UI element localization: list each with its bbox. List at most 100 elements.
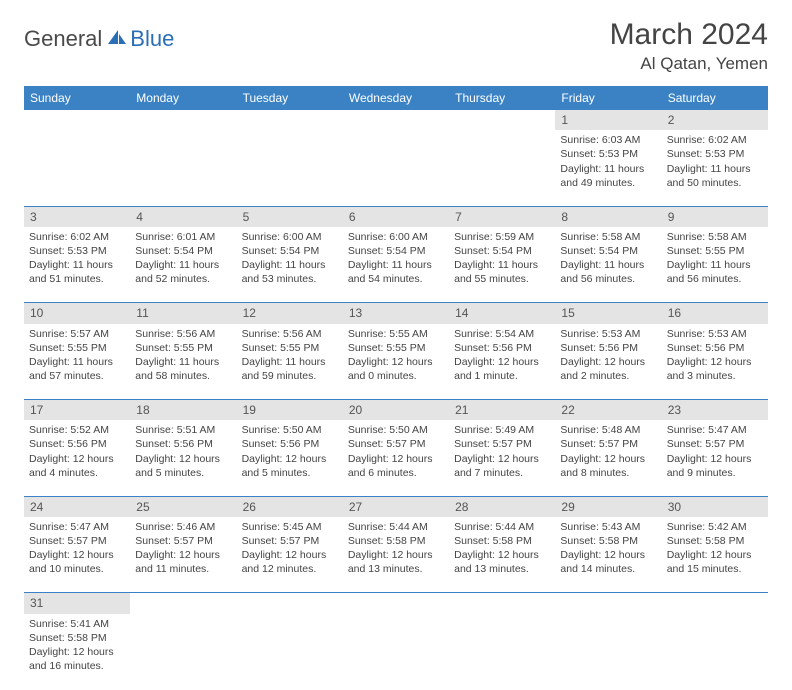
day-cell: Sunrise: 5:53 AMSunset: 5:56 PMDaylight:… [662, 324, 768, 400]
day-number: 18 [130, 400, 236, 421]
daynum-row: 3456789 [24, 206, 768, 227]
sunrise-text: Sunrise: 6:00 AM [242, 230, 338, 244]
daylight-text: Daylight: 11 hours and 55 minutes. [454, 258, 550, 286]
day-number: 6 [343, 206, 449, 227]
day-number: 9 [662, 206, 768, 227]
sunrise-text: Sunrise: 5:58 AM [560, 230, 656, 244]
sunrise-text: Sunrise: 5:51 AM [135, 423, 231, 437]
day-cell: Sunrise: 5:58 AMSunset: 5:55 PMDaylight:… [662, 227, 768, 303]
sunrise-text: Sunrise: 6:02 AM [667, 133, 763, 147]
day-number [662, 593, 768, 614]
day-number: 27 [343, 496, 449, 517]
day-cell [662, 614, 768, 690]
sunset-text: Sunset: 5:55 PM [348, 341, 444, 355]
day-number [555, 593, 661, 614]
sunset-text: Sunset: 5:54 PM [348, 244, 444, 258]
weekday-header: Thursday [449, 86, 555, 110]
day-cell [237, 130, 343, 206]
day-cell: Sunrise: 5:42 AMSunset: 5:58 PMDaylight:… [662, 517, 768, 593]
sunrise-text: Sunrise: 5:50 AM [348, 423, 444, 437]
day-cell: Sunrise: 5:52 AMSunset: 5:56 PMDaylight:… [24, 420, 130, 496]
daylight-text: Daylight: 12 hours and 2 minutes. [560, 355, 656, 383]
day-cell: Sunrise: 5:50 AMSunset: 5:56 PMDaylight:… [237, 420, 343, 496]
day-number [449, 593, 555, 614]
daylight-text: Daylight: 12 hours and 11 minutes. [135, 548, 231, 576]
weekday-header: Friday [555, 86, 661, 110]
sunrise-text: Sunrise: 5:50 AM [242, 423, 338, 437]
sunrise-text: Sunrise: 5:56 AM [135, 327, 231, 341]
day-cell: Sunrise: 5:58 AMSunset: 5:54 PMDaylight:… [555, 227, 661, 303]
day-cell: Sunrise: 5:43 AMSunset: 5:58 PMDaylight:… [555, 517, 661, 593]
sunset-text: Sunset: 5:55 PM [242, 341, 338, 355]
day-cell: Sunrise: 6:02 AMSunset: 5:53 PMDaylight:… [24, 227, 130, 303]
daylight-text: Daylight: 12 hours and 4 minutes. [29, 452, 125, 480]
day-cell: Sunrise: 6:01 AMSunset: 5:54 PMDaylight:… [130, 227, 236, 303]
daylight-text: Daylight: 12 hours and 3 minutes. [667, 355, 763, 383]
daylight-text: Daylight: 12 hours and 9 minutes. [667, 452, 763, 480]
daylight-text: Daylight: 11 hours and 53 minutes. [242, 258, 338, 286]
daynum-row: 24252627282930 [24, 496, 768, 517]
sunrise-text: Sunrise: 5:41 AM [29, 617, 125, 631]
daylight-text: Daylight: 12 hours and 15 minutes. [667, 548, 763, 576]
day-number: 25 [130, 496, 236, 517]
day-number: 4 [130, 206, 236, 227]
day-number: 14 [449, 303, 555, 324]
sunset-text: Sunset: 5:54 PM [454, 244, 550, 258]
sunset-text: Sunset: 5:58 PM [348, 534, 444, 548]
day-number [343, 110, 449, 130]
week-row: Sunrise: 5:57 AMSunset: 5:55 PMDaylight:… [24, 324, 768, 400]
day-cell: Sunrise: 5:59 AMSunset: 5:54 PMDaylight:… [449, 227, 555, 303]
daylight-text: Daylight: 12 hours and 5 minutes. [242, 452, 338, 480]
day-number: 7 [449, 206, 555, 227]
daylight-text: Daylight: 12 hours and 8 minutes. [560, 452, 656, 480]
day-cell [237, 614, 343, 690]
day-number: 31 [24, 593, 130, 614]
daylight-text: Daylight: 11 hours and 51 minutes. [29, 258, 125, 286]
sunset-text: Sunset: 5:53 PM [667, 147, 763, 161]
day-cell: Sunrise: 5:54 AMSunset: 5:56 PMDaylight:… [449, 324, 555, 400]
day-number: 12 [237, 303, 343, 324]
sunrise-text: Sunrise: 5:53 AM [560, 327, 656, 341]
day-number [237, 593, 343, 614]
day-number [343, 593, 449, 614]
logo-text-general: General [24, 26, 102, 52]
sunrise-text: Sunrise: 5:54 AM [454, 327, 550, 341]
sunset-text: Sunset: 5:57 PM [242, 534, 338, 548]
day-cell: Sunrise: 5:44 AMSunset: 5:58 PMDaylight:… [449, 517, 555, 593]
day-number [237, 110, 343, 130]
day-cell: Sunrise: 5:56 AMSunset: 5:55 PMDaylight:… [130, 324, 236, 400]
day-number: 3 [24, 206, 130, 227]
sunset-text: Sunset: 5:57 PM [135, 534, 231, 548]
sunset-text: Sunset: 5:57 PM [454, 437, 550, 451]
day-number: 20 [343, 400, 449, 421]
sunrise-text: Sunrise: 6:01 AM [135, 230, 231, 244]
day-cell: Sunrise: 5:55 AMSunset: 5:55 PMDaylight:… [343, 324, 449, 400]
sunset-text: Sunset: 5:56 PM [242, 437, 338, 451]
day-cell: Sunrise: 5:48 AMSunset: 5:57 PMDaylight:… [555, 420, 661, 496]
sunrise-text: Sunrise: 5:49 AM [454, 423, 550, 437]
daylight-text: Daylight: 12 hours and 5 minutes. [135, 452, 231, 480]
day-number: 17 [24, 400, 130, 421]
sunset-text: Sunset: 5:56 PM [560, 341, 656, 355]
logo-text-blue: Blue [130, 26, 174, 52]
day-number: 21 [449, 400, 555, 421]
sunrise-text: Sunrise: 5:44 AM [348, 520, 444, 534]
sunrise-text: Sunrise: 5:43 AM [560, 520, 656, 534]
weekday-header: Tuesday [237, 86, 343, 110]
daynum-row: 31 [24, 593, 768, 614]
day-cell: Sunrise: 6:00 AMSunset: 5:54 PMDaylight:… [343, 227, 449, 303]
weekday-header: Saturday [662, 86, 768, 110]
sunset-text: Sunset: 5:55 PM [135, 341, 231, 355]
day-number: 2 [662, 110, 768, 130]
sunset-text: Sunset: 5:58 PM [29, 631, 125, 645]
sunset-text: Sunset: 5:57 PM [348, 437, 444, 451]
day-number: 11 [130, 303, 236, 324]
sunset-text: Sunset: 5:54 PM [242, 244, 338, 258]
day-number: 19 [237, 400, 343, 421]
daylight-text: Daylight: 11 hours and 50 minutes. [667, 162, 763, 190]
daylight-text: Daylight: 12 hours and 14 minutes. [560, 548, 656, 576]
daylight-text: Daylight: 11 hours and 59 minutes. [242, 355, 338, 383]
day-number [130, 593, 236, 614]
sunset-text: Sunset: 5:55 PM [667, 244, 763, 258]
calendar-table: SundayMondayTuesdayWednesdayThursdayFrid… [24, 86, 768, 690]
